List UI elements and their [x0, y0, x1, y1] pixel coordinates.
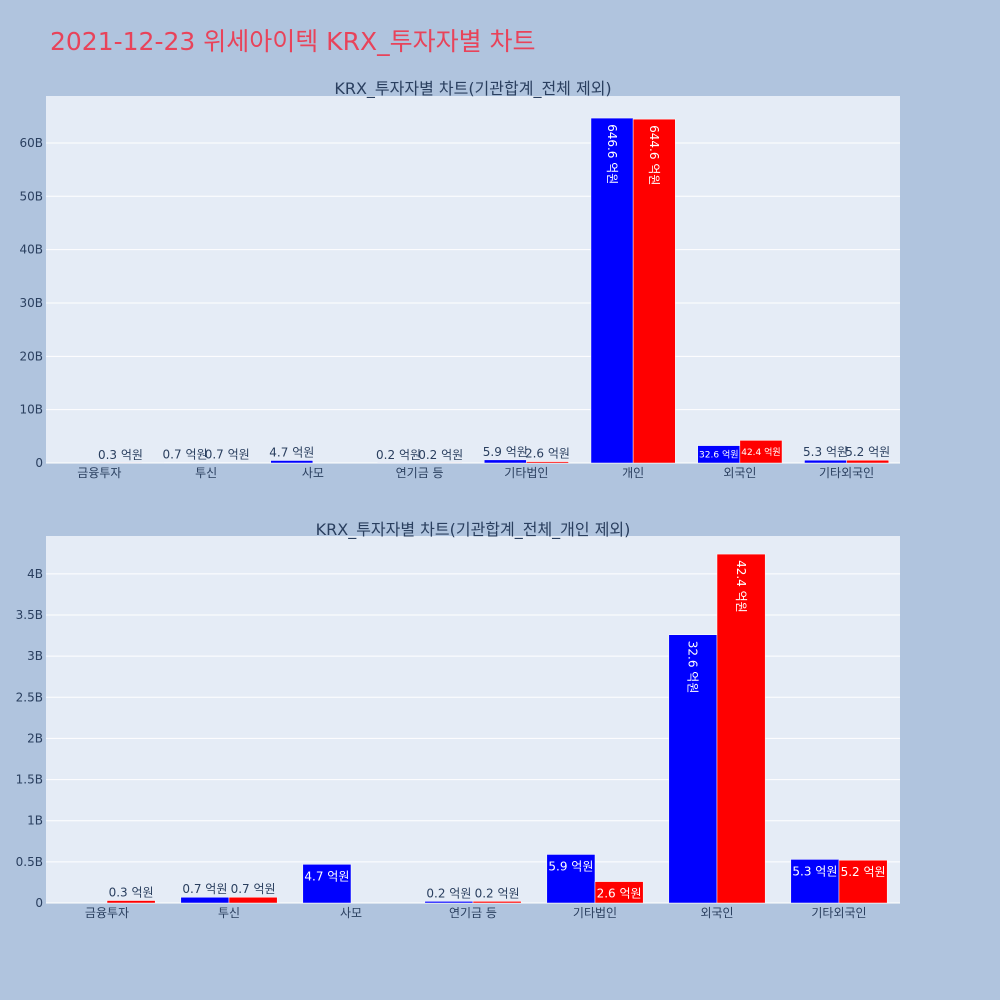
- page-title: 2021-12-23 위세아이텍 KRX_투자자별 차트: [50, 27, 536, 56]
- bar: [302, 864, 352, 904]
- bar: [228, 896, 278, 904]
- bar: [483, 459, 527, 464]
- data-label: 0.7 억원: [205, 448, 250, 462]
- data-label: 4.7 억원: [304, 869, 349, 883]
- bar: [472, 901, 522, 904]
- data-label: 32.6 억원: [699, 448, 738, 460]
- x-tick-label: 사모: [340, 906, 362, 920]
- data-label: 0.7 억원: [182, 882, 227, 896]
- chart-title: KRX_투자자별 차트(기관합계_전체_개인 제외): [316, 520, 631, 540]
- y-tick-label: 1.5B: [16, 773, 43, 787]
- y-tick-label: 50B: [19, 189, 43, 203]
- data-label: 0.2 억원: [418, 448, 463, 462]
- y-tick-label: 0: [35, 896, 43, 910]
- data-label: 5.9 억원: [483, 445, 528, 459]
- bar: [846, 459, 890, 464]
- x-tick-label: 금융투자: [85, 906, 129, 920]
- data-label: 5.3 억원: [803, 445, 848, 459]
- x-tick-label: 개인: [622, 466, 644, 480]
- data-label: 5.9 억원: [548, 859, 593, 873]
- data-label: 646.6 억원: [605, 124, 619, 184]
- x-tick-label: 기타법인: [504, 466, 548, 480]
- data-label: 0.7 억원: [231, 882, 276, 896]
- x-tick-label: 금융투자: [77, 466, 121, 480]
- chart-title: KRX_투자자별 차트(기관합계_전체 제외): [334, 79, 611, 99]
- y-tick-label: 2.5B: [16, 690, 43, 704]
- data-label: 42.4 억원: [734, 560, 748, 613]
- data-label: 0.7 억원: [163, 448, 208, 462]
- x-tick-label: 투신: [218, 906, 240, 920]
- data-label: 2.6 억원: [597, 887, 642, 901]
- y-tick-label: 4B: [27, 567, 43, 581]
- x-tick-label: 기타외국인: [819, 466, 874, 480]
- y-tick-label: 40B: [19, 243, 43, 257]
- y-tick-label: 2B: [27, 731, 43, 745]
- data-label: 2.6 억원: [525, 447, 570, 461]
- x-tick-label: 기타법인: [573, 906, 617, 920]
- bar: [270, 460, 314, 464]
- y-tick-label: 3B: [27, 649, 43, 663]
- bar: [526, 461, 569, 464]
- bar: [632, 118, 676, 464]
- y-tick-label: 30B: [19, 296, 43, 310]
- x-tick-label: 사모: [302, 466, 324, 480]
- bar: [590, 117, 634, 464]
- x-tick-label: 기타외국인: [811, 906, 866, 920]
- bar: [838, 859, 888, 904]
- bar: [668, 634, 718, 904]
- bar: [739, 440, 783, 464]
- bar: [790, 859, 840, 904]
- x-tick-label: 투신: [195, 466, 217, 480]
- x-tick-label: 연기금 등: [396, 466, 444, 480]
- plot-area: [46, 96, 900, 463]
- y-tick-label: 3.5B: [16, 608, 43, 622]
- bar: [804, 459, 847, 464]
- data-label: 5.2 억원: [841, 865, 886, 879]
- data-label: 0.2 억원: [426, 886, 471, 900]
- data-label: 0.3 억원: [109, 886, 154, 900]
- bar: [106, 900, 156, 904]
- data-label: 5.2 억원: [845, 445, 890, 459]
- y-tick-label: 20B: [19, 349, 43, 363]
- x-tick-label: 외국인: [700, 906, 733, 920]
- data-label: 0.3 억원: [98, 448, 143, 462]
- plot-area: [46, 536, 900, 903]
- data-label: 0.2 억원: [376, 448, 421, 462]
- y-tick-label: 1B: [27, 814, 43, 828]
- data-label: 0.2 억원: [475, 886, 520, 900]
- y-tick-label: 10B: [19, 403, 43, 417]
- data-label: 42.4 억원: [741, 446, 780, 458]
- bar: [180, 896, 230, 904]
- chart-institutional-excl-individual: 0 0.5B 1B 1.5B 2B 2.5B 3B 3.5B 4B KRX_투자자별 차트(기관합…: [16, 520, 900, 920]
- data-label: 32.6 억원: [686, 641, 700, 694]
- y-tick-label: 0.5B: [16, 855, 43, 869]
- x-tick-label: 연기금 등: [449, 906, 497, 920]
- data-label: 5.3 억원: [792, 864, 837, 878]
- y-tick-label: 0: [35, 456, 43, 470]
- data-label: 644.6 억원: [647, 125, 661, 185]
- x-tick-label: 외국인: [723, 466, 756, 480]
- bar: [546, 854, 596, 904]
- bar: [716, 553, 766, 904]
- bar: [594, 881, 644, 904]
- bar: [424, 901, 474, 904]
- y-tick-label: 60B: [19, 136, 43, 150]
- chart-institutional-excl-total: 0 10B 20B 30B 40B 50B 60B KRX_투자자별 차트(기관합계_전체 제…: [19, 79, 900, 480]
- data-label: 4.7 억원: [269, 445, 314, 459]
